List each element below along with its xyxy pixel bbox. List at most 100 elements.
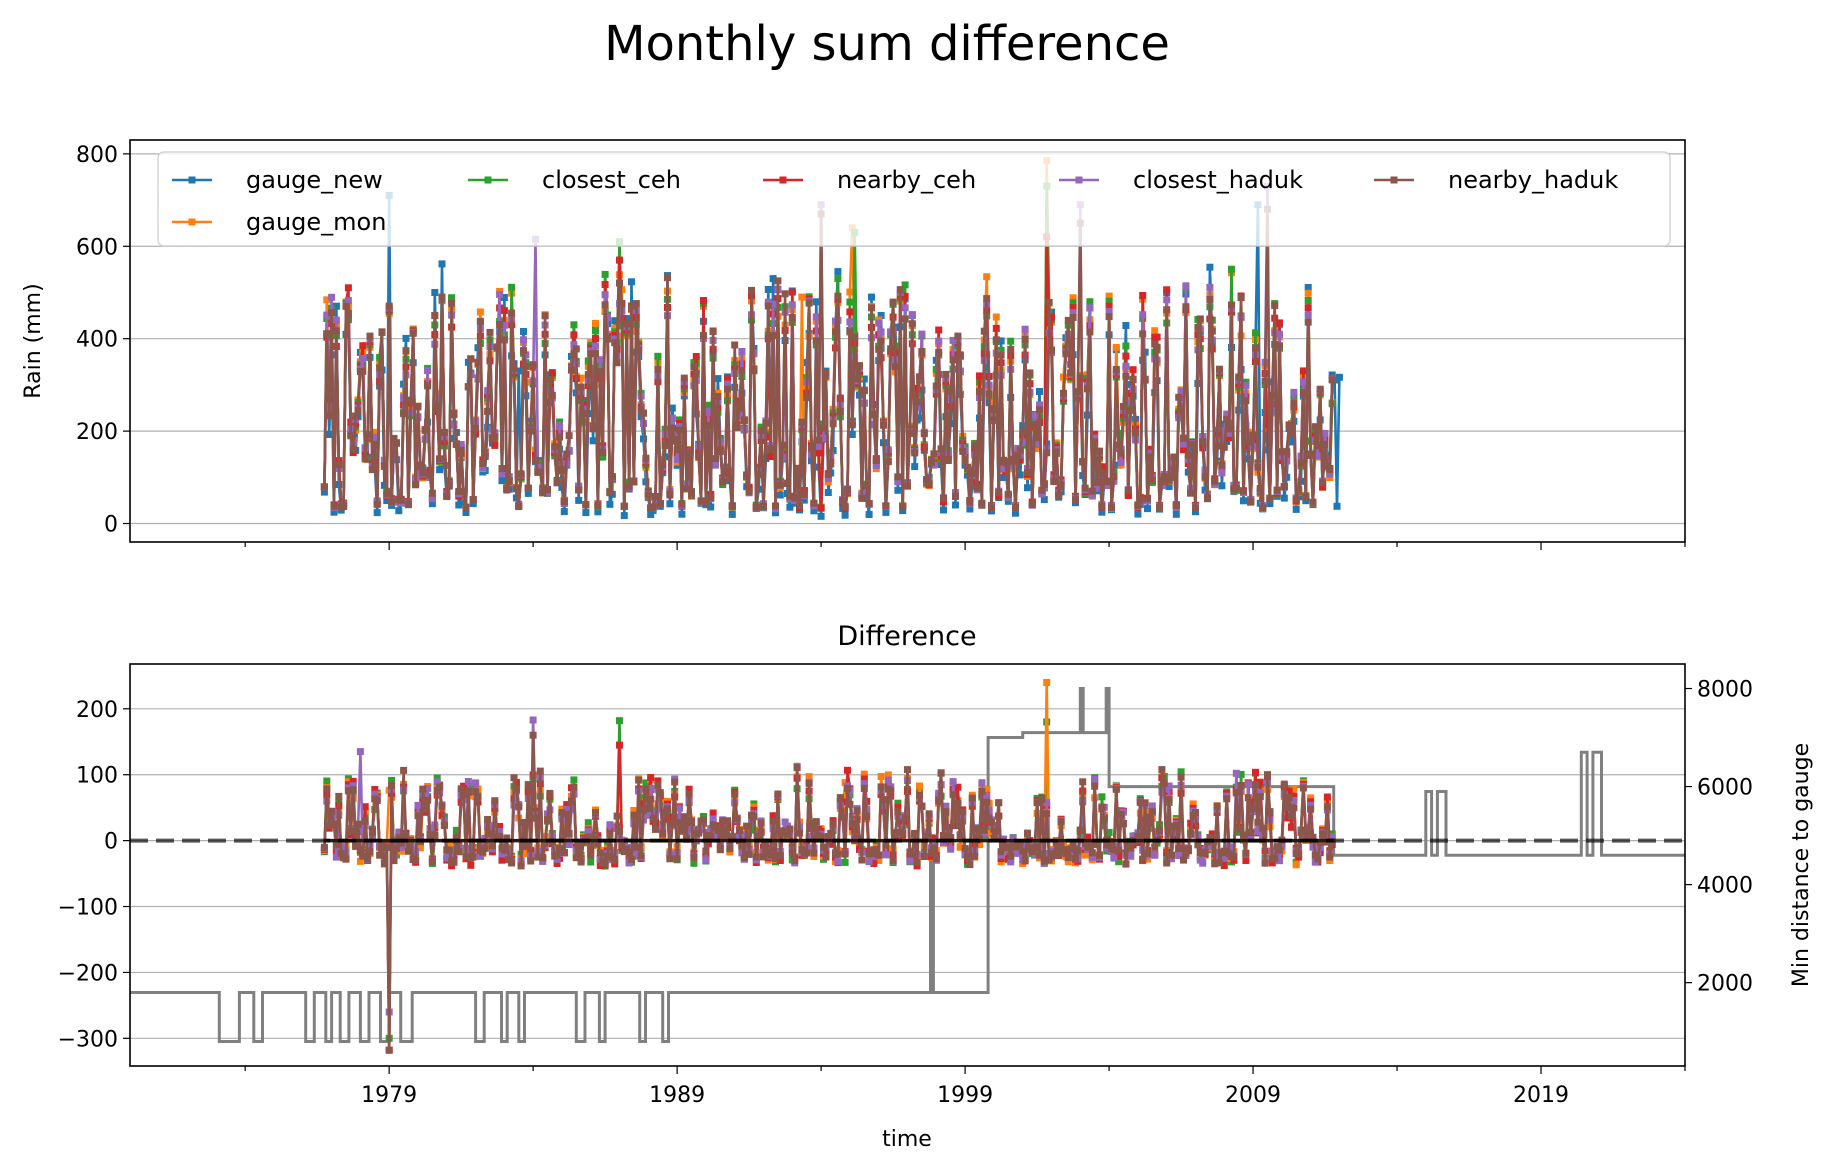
data-point — [978, 499, 986, 507]
data-point — [889, 298, 897, 306]
data-point — [565, 829, 573, 837]
data-point — [539, 854, 547, 862]
data-point — [496, 823, 504, 830]
data-point — [668, 820, 676, 828]
data-point — [596, 356, 604, 364]
data-point — [692, 353, 700, 360]
data-point — [1237, 294, 1245, 302]
data-point — [592, 809, 599, 817]
data-point — [786, 503, 794, 511]
data-point — [750, 367, 758, 375]
data-point — [659, 461, 667, 469]
data-point — [1091, 430, 1099, 438]
data-point — [1115, 441, 1123, 449]
data-point — [1228, 265, 1235, 273]
data-point — [709, 328, 717, 335]
data-point — [784, 830, 791, 838]
data-point — [1074, 388, 1082, 396]
data-point — [992, 324, 1000, 332]
data-point — [498, 850, 506, 858]
data-point — [1254, 463, 1262, 471]
data-point — [1100, 815, 1108, 823]
data-point — [515, 803, 523, 811]
data-point — [1074, 847, 1082, 855]
data-point — [349, 777, 357, 785]
data-point — [1160, 473, 1168, 481]
data-point — [1016, 471, 1024, 479]
data-point — [1091, 782, 1099, 790]
data-point — [455, 487, 463, 495]
data-point — [781, 818, 789, 826]
data-point — [601, 859, 609, 867]
data-point — [817, 833, 825, 841]
data-point — [1069, 309, 1077, 317]
data-point — [356, 845, 364, 853]
data-point — [544, 486, 551, 494]
data-point — [647, 774, 655, 781]
data-point — [875, 345, 883, 353]
data-point — [827, 829, 835, 837]
data-point — [1040, 496, 1048, 504]
data-point — [1040, 480, 1048, 488]
data-point — [556, 422, 563, 430]
data-point — [920, 853, 928, 860]
data-point — [424, 796, 432, 804]
data-point — [719, 817, 727, 825]
data-point — [865, 858, 873, 866]
data-point — [604, 314, 611, 321]
data-point — [928, 458, 935, 466]
data-point — [476, 852, 484, 860]
data-point — [563, 805, 571, 813]
data-point — [940, 506, 947, 514]
data-point — [704, 421, 712, 429]
data-point — [397, 839, 405, 847]
data-point — [865, 511, 873, 518]
data-point — [822, 853, 830, 861]
data-point — [976, 841, 983, 849]
data-point — [1156, 827, 1163, 835]
data-point — [882, 508, 890, 516]
data-point — [700, 813, 707, 820]
data-point — [558, 483, 566, 491]
data-point — [536, 767, 544, 775]
data-point — [1307, 801, 1315, 809]
data-point — [371, 433, 379, 441]
data-point — [378, 328, 386, 336]
data-point — [712, 455, 719, 463]
data-point — [908, 850, 916, 858]
data-point — [1146, 813, 1154, 821]
svg-text:gauge_new: gauge_new — [246, 166, 383, 194]
data-point — [928, 852, 935, 860]
data-point — [320, 483, 328, 491]
data-point — [1088, 849, 1096, 857]
data-point — [1007, 345, 1015, 353]
data-point — [808, 444, 815, 452]
data-point — [623, 320, 631, 328]
data-point — [899, 507, 907, 515]
data-point — [332, 841, 340, 849]
data-point — [1316, 385, 1324, 393]
data-point — [594, 840, 602, 848]
data-point — [913, 859, 921, 866]
data-point — [548, 391, 556, 399]
data-point — [661, 442, 669, 450]
data-point — [944, 457, 952, 464]
data-point — [1170, 453, 1178, 461]
data-point — [1199, 438, 1207, 446]
data-point — [846, 800, 854, 808]
data-point — [1206, 296, 1214, 303]
data-point — [1299, 378, 1307, 386]
data-point — [1184, 845, 1192, 853]
data-point — [983, 273, 991, 281]
data-point — [1228, 843, 1235, 851]
data-point — [584, 827, 592, 835]
svg-text:closest_ceh: closest_ceh — [542, 166, 681, 194]
rain-y-axis-label: Rain (mm) — [21, 283, 46, 398]
data-point — [560, 508, 568, 516]
data-point — [352, 842, 360, 850]
data-point — [1165, 483, 1173, 490]
x-tick-label: 1989 — [649, 1083, 705, 1108]
data-point — [772, 509, 779, 517]
data-point — [702, 847, 710, 855]
data-point — [889, 856, 897, 864]
